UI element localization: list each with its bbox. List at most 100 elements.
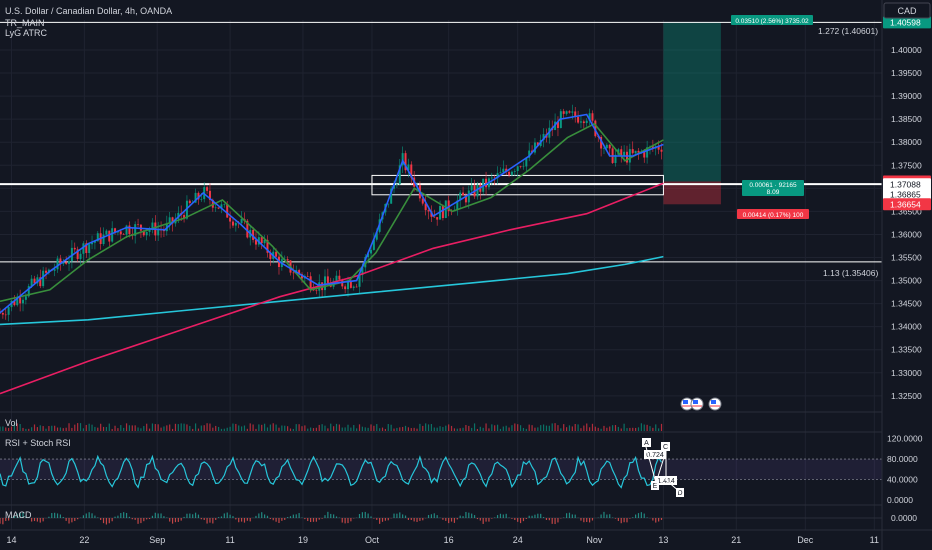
- candle-body: [85, 243, 88, 254]
- volume-bar: [591, 423, 594, 431]
- volume-bar: [243, 425, 246, 431]
- volume-bar: [427, 424, 430, 431]
- symbol-title[interactable]: U.S. Dollar / Canadian Dollar, 4h, OANDA: [5, 6, 172, 16]
- macd-histogram-bar: [194, 512, 197, 518]
- macd-histogram-bar: [473, 515, 476, 518]
- candle-body: [315, 290, 318, 291]
- rsi-label[interactable]: RSI + Stoch RSI: [5, 438, 71, 448]
- candle-body: [252, 229, 255, 240]
- price-tick-label: 1.38500: [891, 114, 922, 124]
- volume-bar: [8, 427, 10, 431]
- volume-bar: [42, 426, 44, 431]
- rsi-annotations[interactable]: A 0.724 C 1.414 E D: [642, 438, 684, 497]
- macd-histogram-bar: [312, 518, 315, 522]
- macd-histogram-bar: [209, 518, 211, 523]
- stop-label-box: [737, 209, 809, 219]
- macd-histogram-bar: [660, 518, 663, 520]
- macd-histogram-bar: [413, 518, 415, 522]
- volume-bar: [59, 427, 61, 431]
- price-label-text: 1.36654: [890, 199, 921, 209]
- macd-histogram-bar: [525, 518, 527, 519]
- candle-body: [306, 275, 309, 277]
- rsi-tick-label: 80.0000: [887, 454, 918, 464]
- candle-body: [347, 281, 350, 290]
- macd-histogram-bar: [16, 513, 18, 518]
- volume-bar: [298, 424, 300, 431]
- macd-histogram-bar: [416, 518, 418, 522]
- candle-body: [634, 150, 637, 154]
- candle-body: [602, 147, 605, 149]
- volume-bar: [151, 423, 154, 431]
- macd-histogram-bar: [327, 511, 329, 518]
- price-label-tag: [883, 198, 931, 211]
- candle-body: [111, 228, 114, 242]
- position-tool[interactable]: [371, 22, 721, 205]
- volume-bar: [361, 426, 363, 431]
- us-flag-icon[interactable]: [708, 397, 722, 411]
- candle-body: [395, 184, 398, 185]
- candle-body: [22, 299, 25, 304]
- candle-body: [73, 247, 76, 250]
- volume-bar: [583, 425, 585, 431]
- volume-label[interactable]: Vol: [5, 418, 18, 428]
- candle-body: [108, 230, 111, 242]
- macd-histogram-bar: [344, 518, 346, 524]
- macd-histogram-bar: [33, 518, 36, 522]
- volume-bar: [442, 427, 444, 431]
- volume-bar: [65, 427, 67, 431]
- volume-bar: [548, 425, 550, 431]
- currency-badge[interactable]: [883, 2, 931, 19]
- us-flag-icon[interactable]: [690, 397, 704, 411]
- macd-histogram-bar: [28, 517, 30, 518]
- candle-body: [568, 111, 571, 113]
- volume-bar: [238, 425, 240, 431]
- volume-bar: [266, 427, 269, 431]
- price-tick-label: 1.33000: [891, 368, 922, 378]
- indicator-lyg-atrc[interactable]: LyG ATRC: [5, 28, 48, 38]
- moving-averages: [0, 113, 664, 395]
- rsi-tick-label: 120.0000: [887, 434, 923, 444]
- volume-bar: [134, 425, 136, 431]
- candle-body: [162, 230, 165, 232]
- volume-bar: [476, 428, 479, 431]
- candle-body: [643, 151, 646, 158]
- volume-bar: [419, 423, 421, 431]
- macd-histogram-bar: [640, 512, 642, 518]
- volume-bar: [381, 427, 384, 431]
- volume-bar: [485, 423, 487, 431]
- macd-histogram-bar: [600, 514, 602, 518]
- time-axis[interactable]: 14 22 Sep 11 19 Oct 16 24 Nov 13 21 Dec 11: [6, 535, 879, 545]
- svg-text:0.724: 0.724: [646, 452, 664, 459]
- volume-bar: [577, 424, 579, 431]
- macd-histogram-bar: [519, 518, 522, 524]
- macd-label[interactable]: MACD: [5, 510, 32, 520]
- macd-histogram-bar: [448, 518, 450, 524]
- volume-bar: [252, 424, 254, 431]
- macd-histogram-bar: [626, 518, 628, 523]
- candle-body: [364, 257, 367, 268]
- candle-body: [1, 313, 4, 315]
- macd-histogram-bar: [186, 513, 188, 518]
- volume-bar: [390, 424, 392, 431]
- volume-bar: [5, 427, 7, 431]
- candle-body: [370, 249, 373, 254]
- position-target-zone[interactable]: [663, 22, 721, 182]
- volume-bar: [594, 426, 596, 431]
- volume-bar: [496, 424, 499, 431]
- indicator-tr-main[interactable]: TR_MAIN: [5, 18, 45, 28]
- price-label-tag: [883, 178, 931, 191]
- fib-level-113-label: 1.13 (1.35406): [823, 268, 878, 278]
- volume-bar: [77, 423, 79, 431]
- volume-bar: [206, 423, 208, 431]
- price-axis[interactable]: 1.40000 1.39500 1.39000 1.38500 1.38000 1.375…: [891, 45, 922, 401]
- volume-bar: [468, 425, 470, 431]
- position-stop-zone[interactable]: [663, 181, 721, 205]
- candle-body: [188, 200, 191, 203]
- currency-badge-label: CAD: [897, 6, 917, 16]
- macd-histogram-bar: [151, 515, 154, 518]
- volume-bar: [574, 424, 576, 431]
- volume-bar: [505, 425, 507, 431]
- volume-bar: [407, 427, 410, 431]
- volume-bar: [373, 425, 375, 431]
